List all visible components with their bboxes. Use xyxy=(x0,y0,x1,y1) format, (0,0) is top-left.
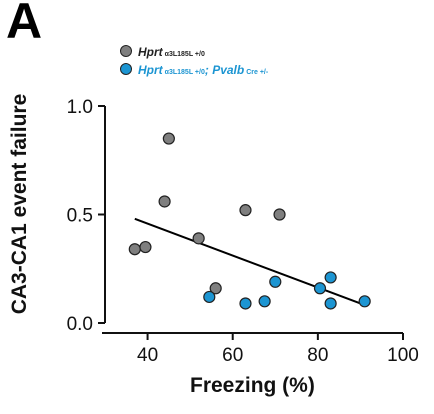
data-point-blue xyxy=(239,297,252,310)
regression-line xyxy=(134,217,361,305)
x-axis-label: Freezing (%) xyxy=(190,374,315,397)
data-point-gray xyxy=(128,243,141,256)
data-point-blue xyxy=(324,271,337,284)
legend-superscript: α3L185L +/0 xyxy=(164,51,205,58)
legend-superscript-2: Cre +/- xyxy=(246,69,269,76)
data-point-blue xyxy=(258,295,271,308)
data-point-gray xyxy=(209,282,222,295)
legend-label-2: Pvalb xyxy=(212,63,245,77)
x-tick-label: 40 xyxy=(137,345,158,366)
data-point-blue xyxy=(324,297,337,310)
x-tick-label: 80 xyxy=(307,345,328,366)
legend-separator: ; xyxy=(204,63,213,77)
legend-label: Hprt xyxy=(138,45,163,59)
x-tick-label: 60 xyxy=(222,345,243,366)
data-point-gray xyxy=(192,232,205,245)
x-tick-label: 100 xyxy=(387,345,419,366)
data-point-blue xyxy=(358,295,371,308)
legend: Hprt α3L185L +/0 Hprt α3L185L +/0 ; Pval… xyxy=(120,44,268,80)
legend-item-pvalb: Hprt α3L185L +/0 ; Pvalb Cre +/- xyxy=(120,62,268,80)
data-point-gray xyxy=(139,240,152,254)
legend-marker-gray xyxy=(120,45,132,57)
legend-superscript: α3L185L +/0 xyxy=(164,69,205,76)
data-point-gray xyxy=(239,204,252,217)
data-point-blue xyxy=(269,275,282,288)
y-tick-label: 0.5 xyxy=(67,206,93,227)
y-tick-label: 0.0 xyxy=(67,314,93,335)
y-tick-label: 1.0 xyxy=(67,97,93,118)
data-point-blue xyxy=(313,282,327,295)
data-point-gray xyxy=(158,195,171,208)
panel-label: A xyxy=(6,0,43,49)
data-point-gray xyxy=(162,132,175,145)
data-point-blue xyxy=(203,290,216,304)
legend-item-wt: Hprt α3L185L +/0 xyxy=(120,44,268,62)
legend-label: Hprt xyxy=(138,63,163,77)
data-point-gray xyxy=(273,208,286,221)
legend-marker-blue xyxy=(120,63,132,75)
